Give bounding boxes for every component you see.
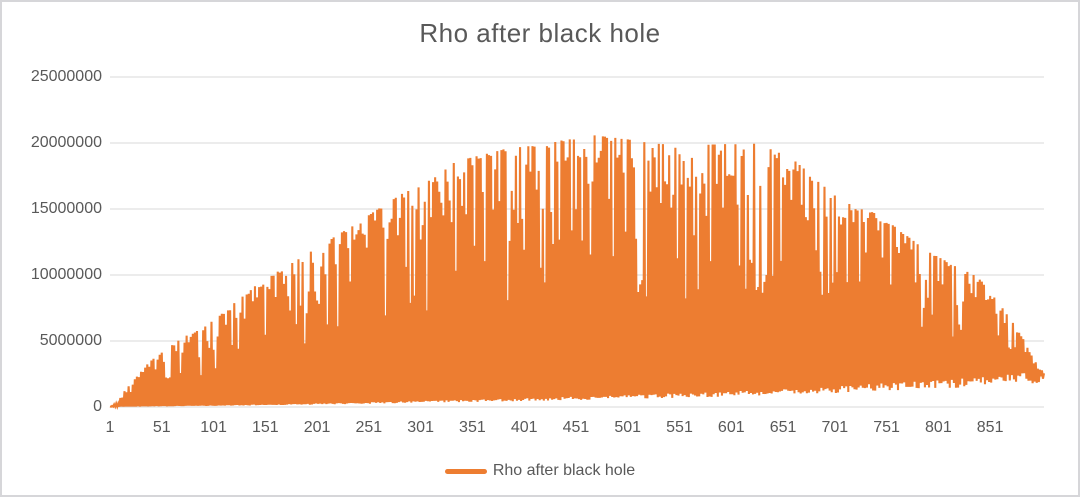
x-tick-label: 401 <box>510 419 538 436</box>
y-tick-label: 0 <box>93 398 102 415</box>
series-rho-line <box>109 135 1046 410</box>
x-tick-label: 601 <box>717 419 745 436</box>
x-tick-label: 301 <box>407 419 434 436</box>
chart-title: Rho after black hole <box>419 18 661 48</box>
x-tick-label: 851 <box>976 419 1004 436</box>
x-tick-label: 351 <box>459 419 486 436</box>
x-tick-label: 501 <box>614 419 642 436</box>
x-tick-label: 51 <box>152 419 171 436</box>
y-tick-label: 20000000 <box>30 134 102 151</box>
x-tick-label: 101 <box>200 419 227 436</box>
legend-line-marker-icon <box>444 468 487 474</box>
x-tick-label: 451 <box>562 419 590 436</box>
x-tick-label: 801 <box>925 419 952 436</box>
y-tick-label: 10000000 <box>30 266 102 283</box>
x-tick-label: 651 <box>769 419 797 436</box>
y-tick-label: 5000000 <box>39 332 102 349</box>
legend-label: Rho after black hole <box>492 462 636 479</box>
x-tick-label: 201 <box>303 419 331 436</box>
x-tick-label: 701 <box>821 419 849 436</box>
x-tick-label: 251 <box>355 419 383 436</box>
legend: Rho after black hole <box>2 461 1078 481</box>
y-tick-label: 25000000 <box>30 68 102 85</box>
x-tick-label: 1 <box>105 419 115 436</box>
y-tick-label: 15000000 <box>30 200 102 217</box>
x-tick-label: 151 <box>251 419 279 436</box>
x-tick-label: 551 <box>666 419 693 436</box>
x-tick-label: 751 <box>873 419 900 436</box>
